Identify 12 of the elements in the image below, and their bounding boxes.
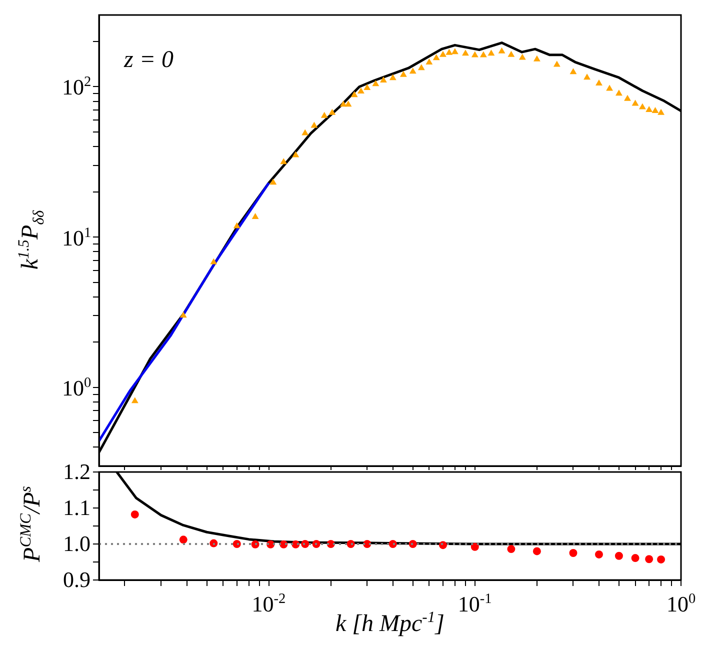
y-tick-label: 1.0 <box>63 531 90 556</box>
y-tick-label: 0.9 <box>63 567 90 592</box>
x-tick-label: 10$^{-2}$ <box>252 591 286 616</box>
y-tick-label: 1.1 <box>63 495 90 520</box>
y-tick-label: 10$^{1}$ <box>62 224 92 250</box>
x-axis-title: k [h Mpc$^{-1}$] <box>336 609 444 638</box>
y-tick-label: 1.2 <box>63 459 90 484</box>
x-tick-label: 10$^{0}$ <box>666 591 696 616</box>
y-tick-label: 10$^{0}$ <box>62 374 92 400</box>
y-tick-label: 10$^{2}$ <box>62 74 92 100</box>
x-tick-label: 10$^{-1}$ <box>458 591 492 616</box>
annotation: z = 0 <box>123 47 174 73</box>
